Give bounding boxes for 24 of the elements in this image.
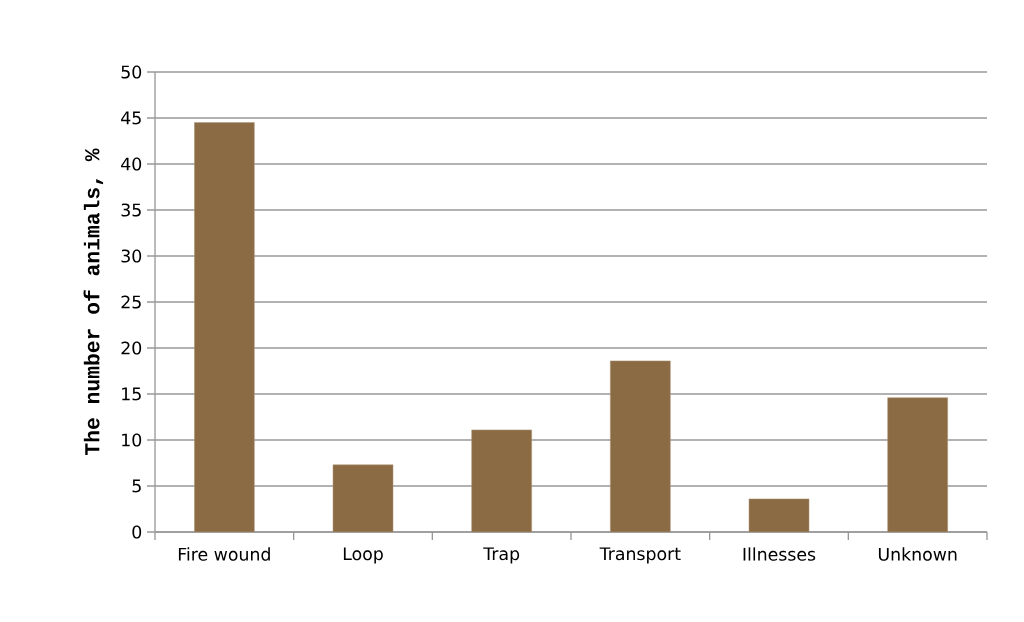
bar: [748, 498, 810, 532]
y-tick-label: 20: [121, 341, 142, 355]
x-tick-label: Loop: [343, 547, 383, 564]
y-tick-label: 15: [122, 387, 141, 401]
y-tick-label: 5: [132, 479, 141, 493]
bar: [471, 429, 532, 532]
y-tick-label: 25: [121, 295, 141, 309]
x-tick-label: Transport: [599, 547, 681, 564]
bar: [194, 122, 255, 532]
y-tick-label: 50: [121, 65, 142, 79]
x-tick-label: Trap: [483, 547, 520, 564]
bar: [332, 464, 394, 532]
x-tick-label: Illnesses: [743, 547, 816, 561]
y-tick-label: 0: [132, 525, 142, 539]
bar: [610, 360, 671, 532]
y-tick-label: 10: [122, 433, 142, 447]
bar: [887, 397, 948, 532]
x-tick-label: Fire wound: [178, 547, 270, 561]
y-axis-title: The number of animals, %: [83, 148, 104, 455]
y-tick-label: 35: [121, 203, 141, 217]
x-tick-label: Unknown: [878, 547, 957, 561]
y-tick-label: 40: [121, 157, 142, 171]
y-tick-label: 45: [121, 111, 141, 125]
y-tick-label: 30: [121, 249, 142, 263]
